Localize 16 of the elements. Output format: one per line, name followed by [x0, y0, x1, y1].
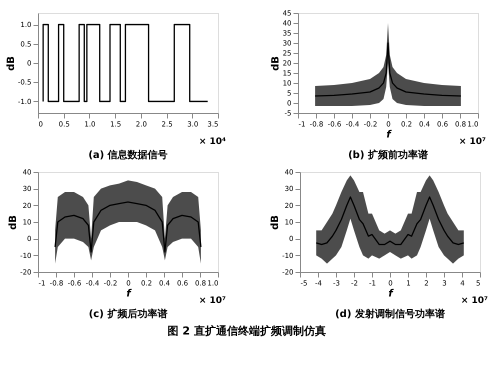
text: (d) 发射调制信号功率谱	[335, 308, 445, 320]
text: × 10⁷	[198, 296, 226, 306]
text: (b) 扩频前功率谱	[348, 149, 428, 161]
caption: 图 2 直扩通信终端扩频调制仿真	[168, 324, 326, 338]
text: (c) 扩频后功率谱	[88, 308, 168, 320]
text: × 10⁴	[198, 137, 226, 147]
x-axis-title: f	[386, 130, 392, 140]
y-axis-title: dB	[8, 215, 20, 230]
x-axis-title: f	[388, 288, 394, 300]
y-axis-title: dB	[6, 56, 17, 71]
text: (a) 信息数据信号	[88, 149, 168, 161]
y-axis-title: dB	[270, 215, 282, 230]
x-axis-title: f	[126, 288, 132, 300]
text: × 10⁷	[458, 137, 486, 147]
text: × 10⁷	[460, 296, 488, 306]
y-axis-title: dB	[270, 56, 282, 71]
